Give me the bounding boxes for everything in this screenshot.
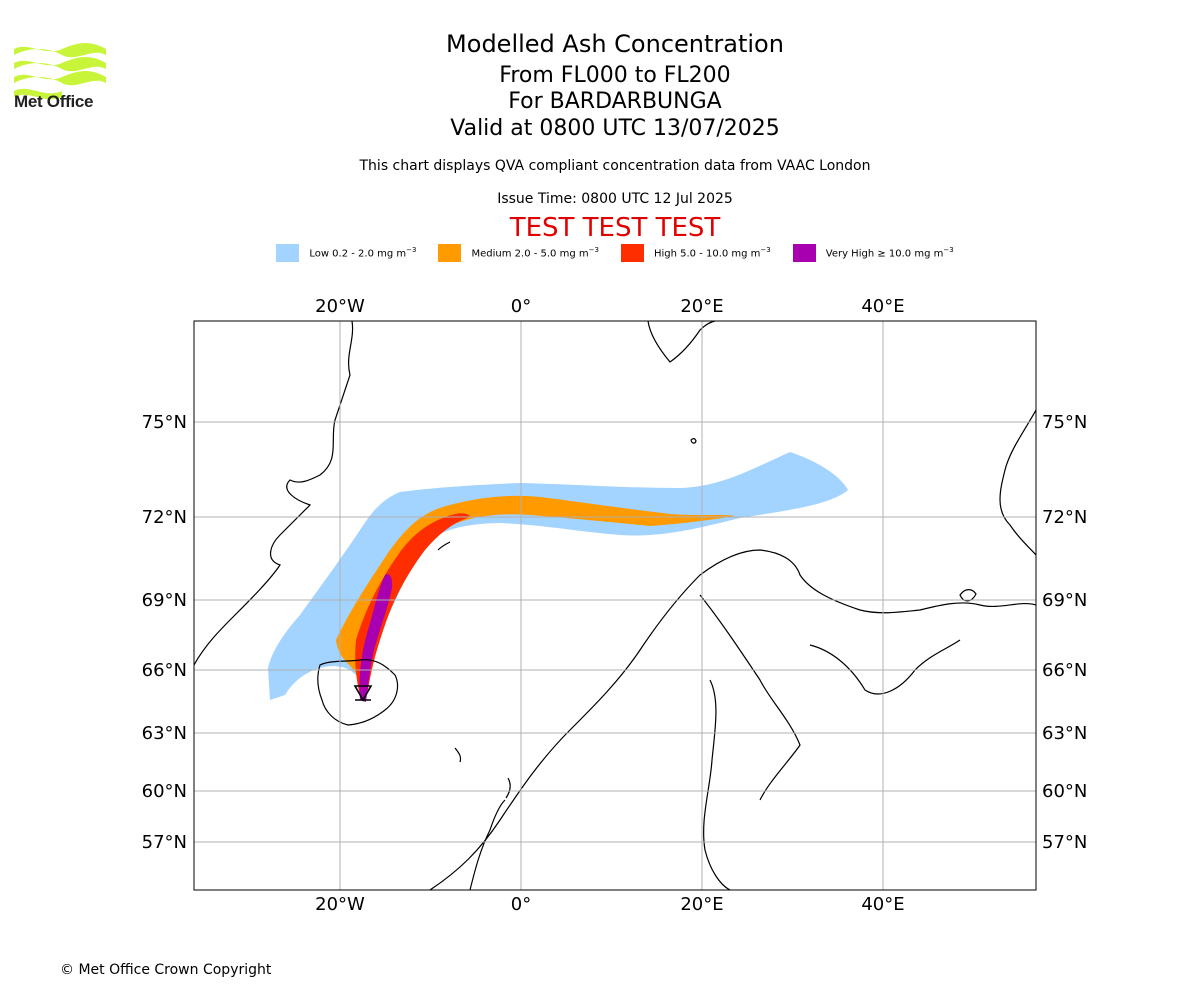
lon-label-top-40e: 40°E: [861, 296, 904, 317]
ash-low-region: [268, 452, 848, 700]
lat-label-right-72n: 72°N: [1042, 507, 1087, 528]
test-banner: TEST TEST TEST: [509, 213, 721, 243]
concentration-legend: Low 0.2 - 2.0 mg m−3 Medium 2.0 - 5.0 mg…: [0, 244, 1200, 262]
volcano-name: For BARDARBUNGA: [508, 89, 722, 114]
coastline-baltic: [703, 679, 731, 890]
legend-label-low: Low 0.2 - 2.0 mg m: [309, 248, 407, 260]
coastline-bear-island: [690, 438, 697, 444]
legend-item-low: Low 0.2 - 2.0 mg m−3: [276, 244, 416, 262]
coastline-novaya-zemlya: [999, 409, 1036, 556]
legend-item-high: High 5.0 - 10.0 mg m−3: [620, 244, 771, 262]
map-frame: [193, 320, 1037, 891]
lat-label-left-57n: 57°N: [142, 832, 187, 853]
lat-label-right-63n: 63°N: [1042, 723, 1087, 744]
coastline-kola: [809, 639, 961, 695]
level-range: From FL000 to FL200: [499, 63, 731, 88]
lat-label-left-66n: 66°N: [142, 660, 187, 681]
chart-title: Modelled Ash Concentration: [446, 30, 784, 58]
met-office-logo-waves: [14, 43, 106, 100]
map-contents: [194, 321, 1036, 890]
valid-time: Valid at 0800 UTC 13/07/2025: [450, 116, 780, 141]
lat-label-left-72n: 72°N: [142, 507, 187, 528]
lat-label-left-75n: 75°N: [142, 412, 187, 433]
coastline-scotland: [469, 799, 506, 890]
coastline-greenland: [194, 321, 354, 666]
coastline-shetland: [505, 777, 511, 799]
coastlines: [194, 321, 1036, 890]
coastline-svalbard: [647, 321, 716, 363]
lat-label-right-66n: 66°N: [1042, 660, 1087, 681]
issue-time: Issue Time: 0800 UTC 12 Jul 2025: [497, 191, 733, 207]
legend-swatch-very-high: [792, 244, 816, 262]
lat-label-right-60n: 60°N: [1042, 781, 1087, 802]
met-office-logo-text: Met Office: [14, 92, 94, 111]
lat-label-right-75n: 75°N: [1042, 412, 1087, 433]
chart-description: This chart displays QVA compliant concen…: [359, 158, 871, 174]
lat-label-right-57n: 57°N: [1042, 832, 1087, 853]
legend-swatch-medium: [438, 244, 462, 262]
lat-label-right-69n: 69°N: [1042, 590, 1087, 611]
lon-label-bottom-20w: 20°W: [315, 894, 365, 915]
lon-label-top-20w: 20°W: [315, 296, 365, 317]
lon-label-top-20e: 20°E: [680, 296, 723, 317]
legend-label-high: High 5.0 - 10.0 mg m: [653, 248, 761, 260]
legend-swatch-low: [276, 244, 300, 262]
legend-label-medium: Medium 2.0 - 5.0 mg m: [471, 248, 589, 260]
coastline-kolguyev: [959, 589, 977, 602]
legend-item-medium: Medium 2.0 - 5.0 mg m−3: [438, 244, 599, 262]
gridlines: [194, 321, 1036, 890]
coastline-jan-mayen: [437, 541, 451, 551]
border-sweden-finland: [699, 594, 801, 801]
lon-label-bottom-20e: 20°E: [680, 894, 723, 915]
legend-label-very-high: Very High ≥ 10.0 mg m: [825, 248, 944, 260]
axis-labels: 20°W 0° 20°E 40°E 20°W 0° 20°E 40°E 75°N…: [142, 296, 1088, 915]
lat-label-left-69n: 69°N: [142, 590, 187, 611]
lat-label-left-60n: 60°N: [142, 781, 187, 802]
coastline-iceland: [317, 659, 399, 726]
legend-item-very-high: Very High ≥ 10.0 mg m−3: [792, 244, 954, 262]
lat-label-left-63n: 63°N: [142, 723, 187, 744]
lon-label-top-0: 0°: [511, 296, 531, 317]
coastline-scandinavia: [429, 549, 1036, 890]
copyright-notice: © Met Office Crown Copyright: [60, 962, 272, 978]
lon-label-bottom-0: 0°: [511, 894, 531, 915]
legend-swatch-high: [620, 244, 644, 262]
coastline-faroe: [454, 747, 462, 763]
volcano-marker-icon: [353, 685, 373, 702]
lon-label-bottom-40e: 40°E: [861, 894, 904, 915]
